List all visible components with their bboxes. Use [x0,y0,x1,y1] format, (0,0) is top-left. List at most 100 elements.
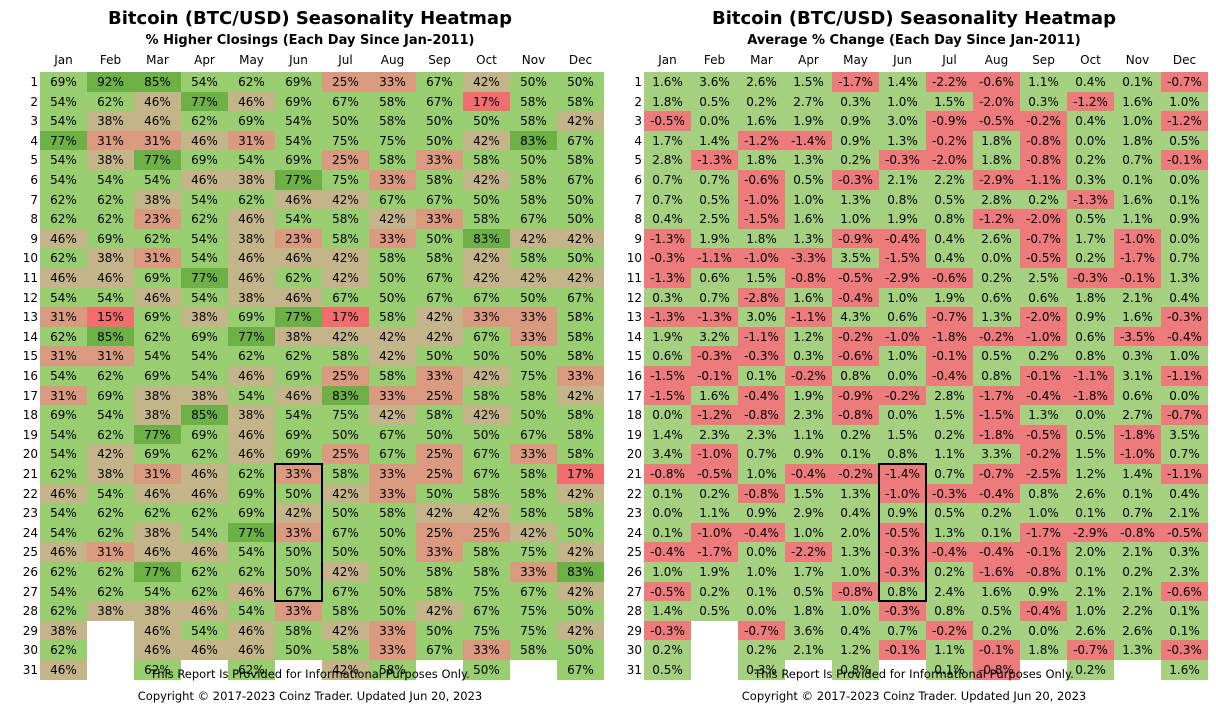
higher-closings-cell-aug-25: 50% [369,542,416,562]
higher-closings-cell-dec-16: 33% [557,366,604,386]
higher-closings-cell-nov-22: 58% [510,483,557,504]
higher-closings-cell-nov-28: 75% [510,601,557,621]
avg-change-cell-nov-23: 0.7% [1114,503,1161,523]
avg-change-cell-oct-1: 0.4% [1067,72,1114,92]
higher-closings-row-header-day-29: 29 [22,623,38,638]
higher-closings-cell-may-7: 62% [228,189,275,210]
avg-change-row-header-day-18: 18 [626,408,642,423]
higher-closings-cell-mar-29: 46% [134,620,181,641]
higher-closings-cell-sep-3: 50% [416,111,463,131]
avg-change-cell-sep-4: -0.8% [1020,130,1067,151]
right-chart-title: Bitcoin (BTC/USD) Seasonality Heatmap [712,8,1116,29]
avg-change-cell-nov-6: 0.1% [1114,170,1161,190]
higher-closings-cell-feb-12: 54% [87,287,134,308]
avg-change-row-header-day-16: 16 [626,369,642,383]
avg-change-cell-oct-18: 0.0% [1067,405,1114,425]
avg-change-cell-dec-21: -1.1% [1161,464,1208,484]
higher-closings-cell-jan-3: 54% [40,111,87,131]
avg-change-cell-may-18: -0.8% [832,405,879,425]
higher-closings-cell-mar-31: 62% [134,660,181,680]
higher-closings-cell-aug-31: 58% [369,660,416,680]
avg-change-cell-nov-29: 2.6% [1114,620,1161,641]
higher-closings-cell-jan-10: 62% [40,248,87,268]
avg-change-cell-may-26: 1.0% [832,562,879,582]
avg-change-cell-sep-25: -0.1% [1020,542,1067,562]
higher-closings-cell-nov-5: 50% [510,150,557,170]
higher-closings-cell-jun-1: 69% [275,72,322,92]
higher-closings-cell-may-20: 46% [228,444,275,464]
higher-closings-row-header-day-4: 4 [30,133,38,148]
higher-closings-row-header-day-18: 18 [22,408,38,423]
avg-change-col-header-jun: Jun [893,53,912,67]
avg-change-cell-jan-15: 0.6% [644,346,691,366]
higher-closings-cell-may-31: 62% [228,660,275,680]
higher-closings-cell-feb-18: 54% [87,405,134,425]
higher-closings-cell-sep-11: 67% [416,268,463,288]
higher-closings-cell-apr-25: 46% [181,542,228,562]
higher-closings-cell-mar-1: 85% [134,72,181,92]
higher-closings-cell-jun-14: 38% [275,326,322,347]
higher-closings-cell-may-9: 38% [228,228,275,249]
avg-change-cell-dec-30: -0.3% [1161,640,1208,660]
avg-change-cell-jul-26: 0.2% [926,562,973,582]
higher-closings-row-header-day-26: 26 [22,565,38,579]
higher-closings-cell-jun-11: 62% [275,268,322,288]
higher-closings-cell-jul-27: 67% [322,581,369,602]
higher-closings-row-header-day-12: 12 [22,290,38,305]
higher-closings-cell-apr-29: 54% [181,620,228,641]
higher-closings-cell-dec-9: 42% [557,228,604,249]
higher-closings-cell-dec-5: 58% [557,150,604,170]
higher-closings-cell-sep-21: 25% [416,464,463,484]
higher-closings-cell-aug-16: 58% [369,366,416,386]
avg-change-cell-mar-23: 0.9% [738,503,785,523]
higher-closings-cell-sep-19: 50% [416,424,463,445]
higher-closings-cell-nov-29: 75% [510,620,557,641]
avg-change-cell-nov-8: 1.1% [1114,209,1161,229]
higher-closings-cell-sep-4: 50% [416,130,463,151]
left-panel: Bitcoin (BTC/USD) Seasonality Heatmap % … [10,0,610,706]
avg-change-row-header-day-21: 21 [626,467,642,481]
higher-closings-cell-oct-23: 42% [463,503,510,523]
avg-change-cell-mar-26: 1.0% [738,562,785,582]
higher-closings-cell-sep-14: 42% [416,326,463,347]
avg-change-cell-sep-19: -0.5% [1020,424,1067,445]
higher-closings-cell-jan-16: 54% [40,366,87,386]
avg-change-cell-feb-10: -1.1% [691,248,738,268]
higher-closings-cell-feb-7: 62% [87,189,134,210]
higher-closings-cell-apr-27: 62% [181,581,228,602]
avg-change-cell-mar-22: -0.8% [738,483,785,504]
avg-change-row-header-day-6: 6 [634,173,642,187]
higher-closings-cell-mar-12: 46% [134,287,181,308]
avg-change-cell-may-2: 0.3% [832,91,879,112]
higher-closings-cell-jul-9: 58% [322,228,369,249]
avg-change-cell-sep-12: 0.6% [1020,287,1067,308]
higher-closings-cell-apr-8: 62% [181,209,228,229]
higher-closings-cell-jan-21: 62% [40,464,87,484]
higher-closings-cell-jun-5: 69% [275,150,322,170]
higher-closings-cell-aug-19: 67% [369,424,416,445]
higher-closings-cell-nov-9: 42% [510,228,557,249]
higher-closings-cell-aug-3: 58% [369,111,416,131]
higher-closings-cell-apr-14: 69% [181,326,228,347]
higher-closings-cell-may-30: 46% [228,640,275,660]
higher-closings-cell-mar-17: 38% [134,385,181,406]
higher-closings-cell-jun-27: 67% [275,581,322,602]
avg-change-cell-jul-4: -0.2% [926,130,973,151]
higher-closings-cell-may-13: 69% [228,307,275,327]
higher-closings-cell-feb-19: 62% [87,424,134,445]
higher-closings-cell-apr-22: 46% [181,483,228,504]
avg-change-col-header-dec: Dec [1172,53,1197,67]
avg-change-cell-apr-11: -0.8% [785,268,832,288]
higher-closings-cell-jan-28: 62% [40,601,87,621]
avg-change-cell-jul-10: 0.4% [926,248,973,268]
avg-change-cell-nov-3: 1.0% [1114,111,1161,131]
higher-closings-cell-may-14: 77% [228,326,275,347]
higher-closings-col-header-mar: Mar [146,53,169,67]
avg-change-cell-dec-7: 0.1% [1161,189,1208,210]
avg-change-cell-nov-12: 2.1% [1114,287,1161,308]
higher-closings-cell-oct-25: 58% [463,542,510,562]
avg-change-cell-aug-8: -1.2% [973,209,1020,229]
higher-closings-cell-dec-14: 58% [557,326,604,347]
avg-change-cell-may-1: -1.7% [832,72,879,92]
higher-closings-cell-sep-22: 50% [416,483,463,504]
